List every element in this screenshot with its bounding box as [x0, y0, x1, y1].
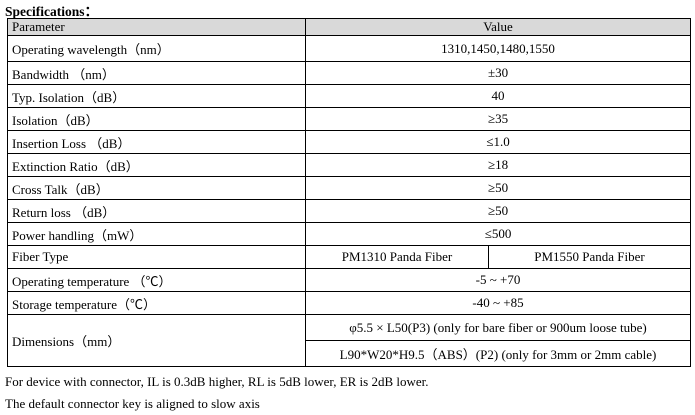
value-cell: ≤1.0 — [304, 130, 692, 154]
value-cell: φ5.5 × L50(P3) (only for bare fiber or 9… — [304, 314, 692, 341]
table-row: Storage temperature（℃） -40 ~ +85 — [7, 291, 692, 315]
table-row: Insertion Loss （dB） ≤1.0 — [7, 130, 692, 154]
table-row: Fiber Type PM1310 Panda Fiber PM1550 Panda… — [7, 245, 692, 269]
parameter-cell: Power handling（mW） — [7, 222, 306, 246]
value-cell: 1310,1450,1480,1550 — [304, 35, 692, 62]
value-cell: ≤500 — [304, 222, 692, 246]
table-row: Return loss （dB） ≥50 — [7, 199, 692, 223]
value-cell: PM1310 Panda Fiber — [305, 245, 489, 269]
value-cell: 40 — [304, 84, 692, 108]
value-cell: PM1550 Panda Fiber — [487, 245, 692, 269]
table-row: Typ. Isolation（dB） 40 — [7, 84, 692, 108]
parameter-cell: Bandwidth （nm） — [7, 61, 306, 85]
value-cell: ≥18 — [304, 153, 692, 177]
parameter-cell: Cross Talk（dB） — [7, 176, 306, 200]
table-row: Parameter Value — [7, 18, 692, 36]
value-cell: ≥50 — [304, 199, 692, 223]
table-row: Dimensions（mm） φ5.5 × L50(P3) (only for b… — [7, 314, 692, 367]
value-cell: -40 ~ +85 — [304, 291, 692, 315]
note: For device with connector, IL is 0.3dB h… — [5, 374, 429, 389]
section-title: Specifications： — [5, 4, 98, 19]
header-cell: Value — [304, 18, 692, 36]
table-row: Bandwidth （nm） ±30 — [7, 61, 692, 85]
table-row: Operating temperature （℃） -5 ~ +70 — [7, 268, 692, 292]
parameter-cell: Dimensions（mm） — [7, 314, 306, 367]
parameter-cell: Fiber Type — [7, 245, 306, 269]
parameter-cell: Typ. Isolation（dB） — [7, 84, 306, 108]
table-row: Operating wavelength（nm） 1310,1450,1480,1… — [7, 35, 692, 62]
note: The default connector key is aligned to … — [5, 396, 260, 411]
spec-table: Parameter Value Operating wavelength（nm） 13… — [7, 18, 692, 367]
parameter-cell: Isolation（dB） — [7, 107, 306, 131]
parameter-cell: Operating wavelength（nm） — [7, 35, 306, 62]
table-row: Isolation（dB） ≥35 — [7, 107, 692, 131]
parameter-cell: Storage temperature（℃） — [7, 291, 306, 315]
parameter-cell: Return loss （dB） — [7, 199, 306, 223]
header-cell: Parameter — [7, 18, 306, 36]
table-row: L90*W20*H9.5（ABS）(P2) (only for 3mm or 2… — [8, 340, 692, 367]
value-cell: L90*W20*H9.5（ABS）(P2) (only for 3mm or 2… — [304, 340, 692, 367]
value-cell: ±30 — [304, 61, 692, 85]
table-row: Extinction Ratio（dB） ≥18 — [7, 153, 692, 177]
table-row: Cross Talk（dB） ≥50 — [7, 176, 692, 200]
value-cell: ≥35 — [304, 107, 692, 131]
parameter-cell: Operating temperature （℃） — [7, 268, 306, 292]
parameter-cell: Extinction Ratio（dB） — [7, 153, 306, 177]
table-row: Power handling（mW） ≤500 — [7, 222, 692, 246]
value-cell: ≥50 — [304, 176, 692, 200]
parameter-cell: Insertion Loss （dB） — [7, 130, 306, 154]
value-cell: -5 ~ +70 — [304, 268, 692, 292]
